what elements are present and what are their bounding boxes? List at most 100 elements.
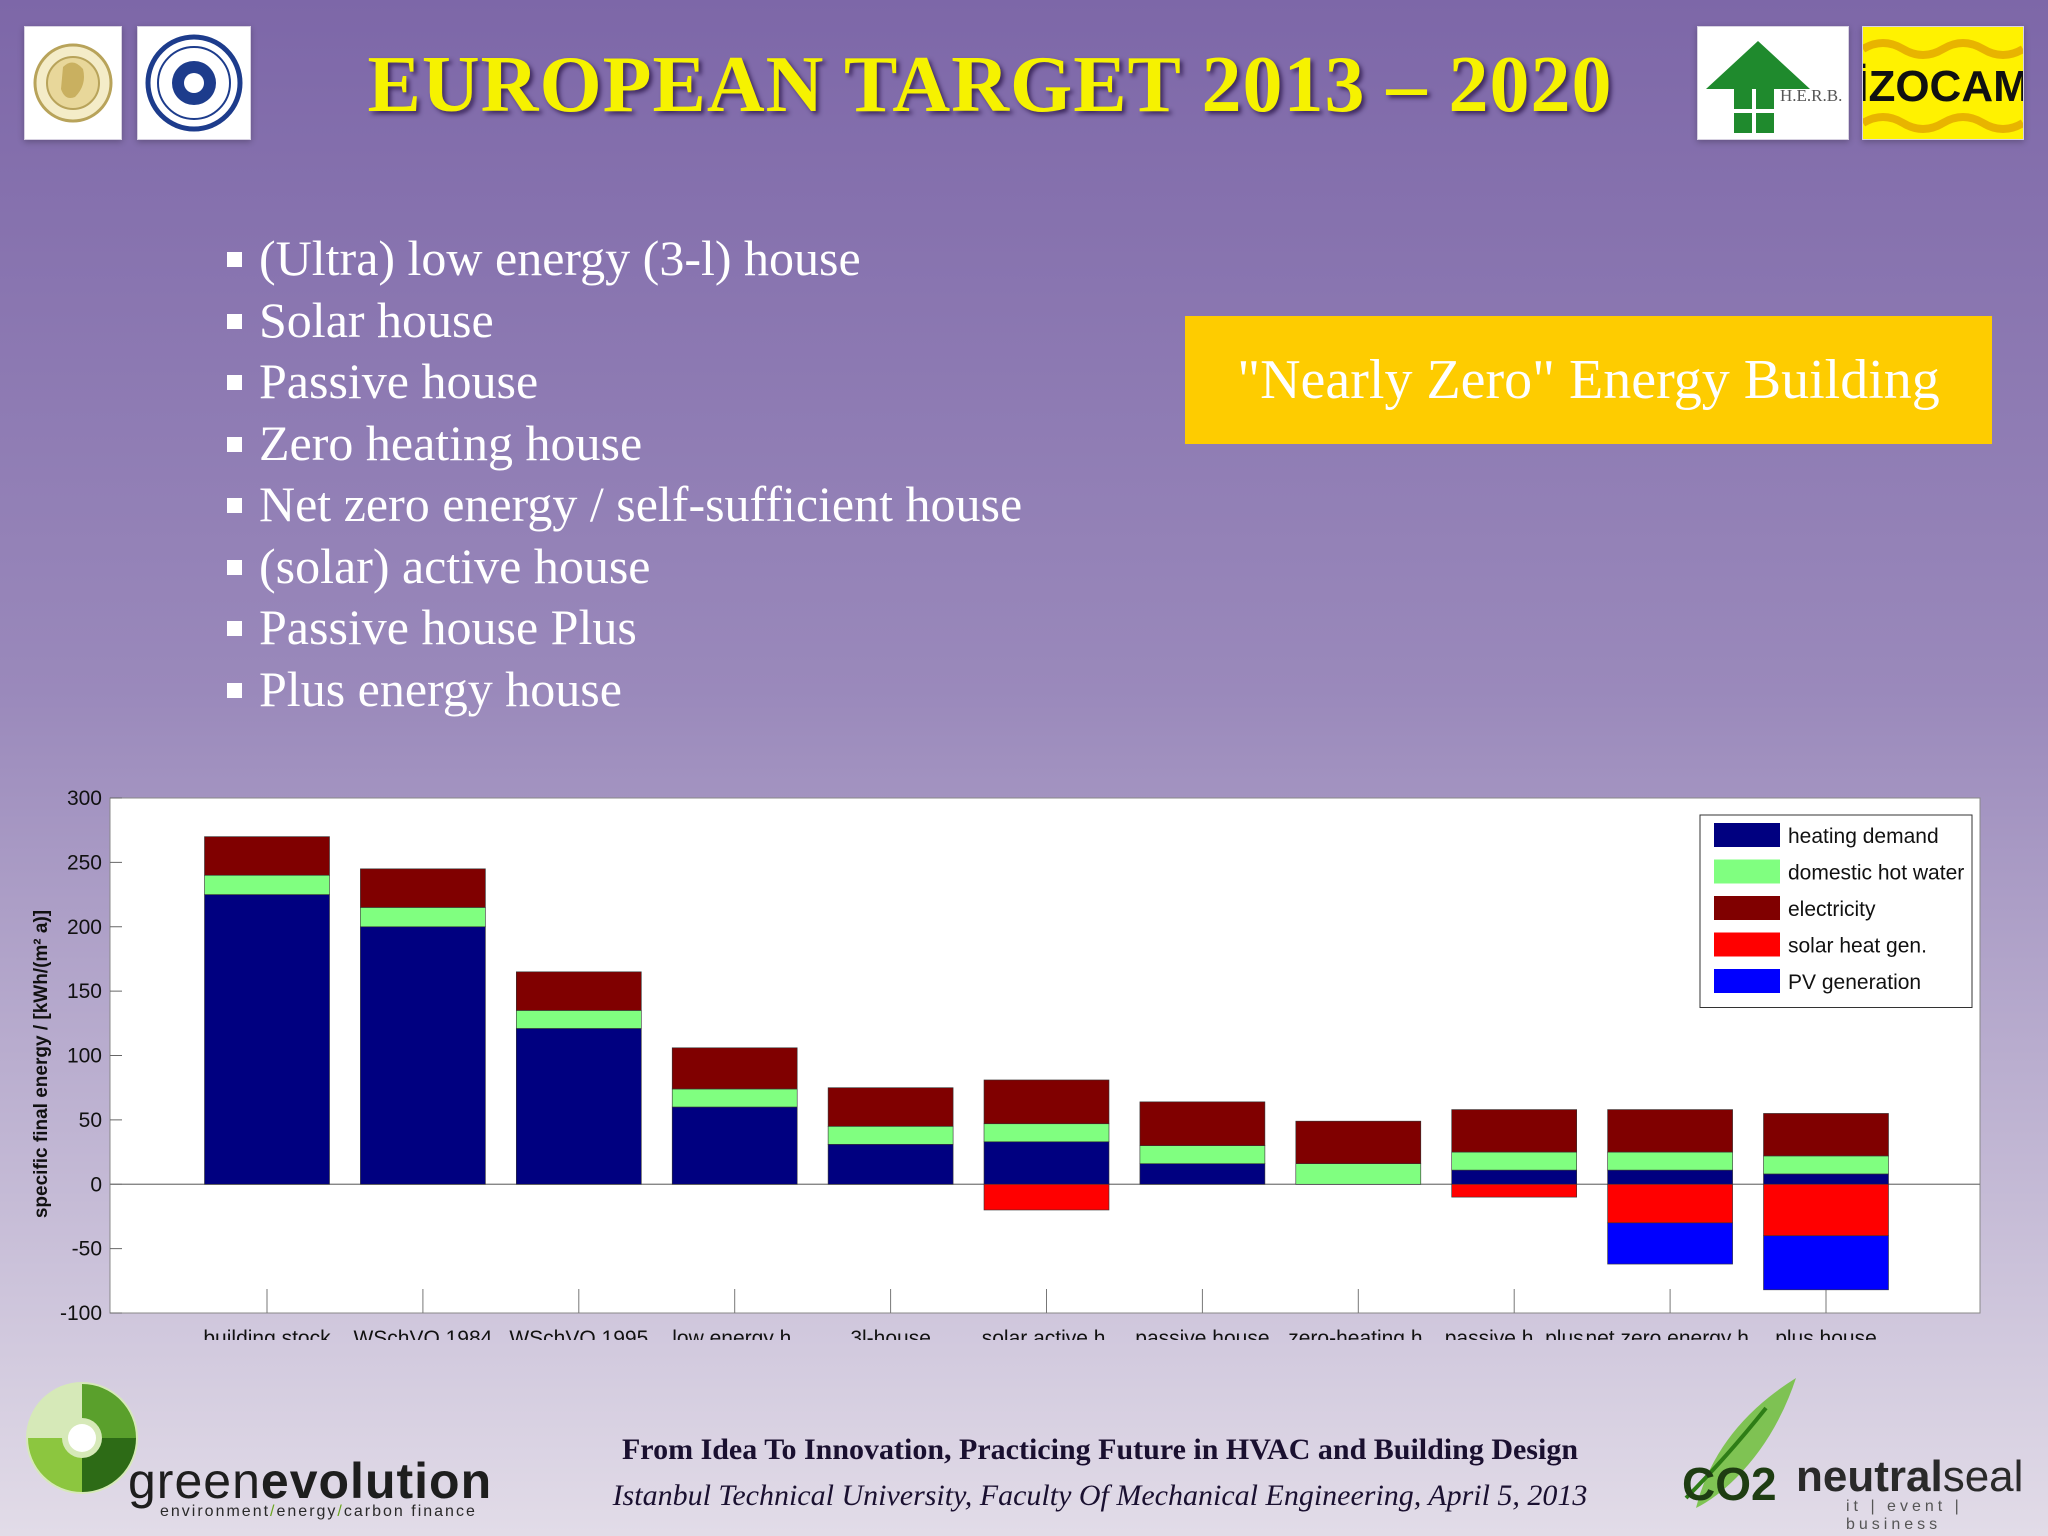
nearly-zero-energy-box: "Nearly Zero" Energy Building bbox=[1185, 316, 1992, 444]
energy-chart-svg: 300 250 200 150 100 50 0 -50 -100 building stock… bbox=[31, 787, 1981, 1340]
bar-segment bbox=[1451, 1169, 1577, 1185]
chart-x-labels: building stock WSchVO 1984 WSchVO 1995 low … bbox=[203, 1327, 1876, 1340]
bullet-item: Passive house Plus bbox=[225, 597, 1022, 659]
bar-segment bbox=[204, 894, 330, 1185]
bar-segment bbox=[204, 874, 330, 895]
energy-chart: 300 250 200 150 100 50 0 -50 -100 building stock… bbox=[0, 780, 2048, 1340]
bar-segment bbox=[1607, 1222, 1733, 1265]
footer-event-venue: Istanbul Technical University, Faculty O… bbox=[612, 1479, 1588, 1512]
bullet-square-icon bbox=[227, 436, 242, 452]
y-tick-label: 300 bbox=[67, 787, 102, 810]
bar-segment bbox=[1763, 1235, 1889, 1291]
bar-segment bbox=[1295, 1163, 1422, 1185]
x-tick-label: passive house bbox=[1135, 1327, 1269, 1340]
x-tick-label: low energy h. bbox=[672, 1327, 797, 1340]
slide-title: EUROPEAN TARGET 2013 – 2020 bbox=[367, 41, 1613, 129]
y-tick-label: 250 bbox=[67, 851, 102, 874]
bar-segment bbox=[1139, 1163, 1266, 1185]
herb-logo: H.E.R.B. bbox=[1697, 26, 1849, 140]
bar-segment bbox=[827, 1144, 954, 1185]
bullet-item: (solar) active house bbox=[225, 536, 1022, 598]
bar-segment bbox=[671, 1106, 798, 1185]
x-tick-label: building stock bbox=[203, 1327, 331, 1340]
bullet-list: (Ultra) low energy (3-l) house Solar hou… bbox=[225, 228, 1022, 720]
bar-segment bbox=[827, 1087, 954, 1127]
bar-segment bbox=[1763, 1173, 1889, 1185]
bar-segment bbox=[1763, 1113, 1889, 1157]
y-tick-label: -100 bbox=[60, 1302, 102, 1325]
bullet-item: (Ultra) low energy (3-l) house bbox=[225, 228, 1022, 290]
legend-swatch bbox=[1714, 969, 1780, 993]
legend-swatch bbox=[1714, 932, 1780, 957]
y-tick-label: -50 bbox=[72, 1238, 102, 1261]
legend-entry: heating demand bbox=[1788, 825, 1939, 848]
bullet-square-icon bbox=[227, 498, 242, 513]
bullet-item: Net zero energy / self-sufficient house bbox=[225, 474, 1022, 536]
bullet-item: Plus energy house bbox=[225, 659, 1022, 721]
legend-entry: electricity bbox=[1788, 898, 1876, 921]
co2-leaf-icon: CO2 bbox=[1682, 1378, 1796, 1510]
bar-segment bbox=[1139, 1145, 1266, 1164]
bar-segment bbox=[983, 1123, 1110, 1143]
y-tick-label: 0 bbox=[90, 1173, 102, 1196]
y-tick-label: 50 bbox=[79, 1109, 102, 1132]
x-tick-label: WSchVO 1995 bbox=[509, 1327, 648, 1340]
bar-segment bbox=[1451, 1109, 1577, 1153]
bar-segment bbox=[1451, 1151, 1577, 1171]
bullet-square-icon bbox=[227, 313, 242, 329]
bullet-square-icon bbox=[227, 375, 242, 390]
bar-segment bbox=[983, 1183, 1110, 1211]
izocam-logo-text: İZOCAM bbox=[1863, 62, 2023, 111]
x-tick-label: passive h. plus bbox=[1445, 1327, 1584, 1340]
bar-segment bbox=[1295, 1120, 1422, 1164]
y-tick-label: 150 bbox=[67, 980, 102, 1003]
bullet-square-icon bbox=[227, 252, 242, 267]
x-tick-label: plus house bbox=[1775, 1327, 1877, 1340]
bar-segment bbox=[515, 971, 642, 1011]
legend-swatch bbox=[1714, 896, 1780, 920]
bar-segment bbox=[360, 926, 486, 1185]
x-tick-label: WSchVO 1984 bbox=[353, 1327, 492, 1340]
x-tick-label: solar active h. bbox=[982, 1327, 1112, 1340]
bar-segment bbox=[1607, 1169, 1733, 1185]
bar-segment bbox=[1763, 1183, 1889, 1237]
bar-segment bbox=[1763, 1155, 1889, 1175]
bullet-item: Passive house bbox=[225, 351, 1022, 413]
x-tick-label: net zero energy h. bbox=[1585, 1327, 1754, 1340]
footer-event-title: From Idea To Innovation, Practicing Futu… bbox=[621, 1433, 1578, 1466]
legend-swatch bbox=[1714, 859, 1780, 884]
co2-text: CO2 bbox=[1682, 1458, 1777, 1510]
bar-segment bbox=[671, 1047, 798, 1090]
izocam-logo: İZOCAM bbox=[1856, 26, 2030, 140]
bar-segment bbox=[671, 1088, 798, 1108]
bar-segment bbox=[827, 1126, 954, 1145]
bullet-square-icon bbox=[227, 621, 242, 636]
bullet-item: Zero heating house bbox=[225, 413, 1022, 475]
legend-entry: domestic hot water bbox=[1788, 862, 1964, 885]
chart-bars bbox=[204, 836, 1889, 1291]
bar-segment bbox=[204, 836, 330, 876]
chart-legend: heating demand domestic hot water electric… bbox=[1699, 814, 1973, 1008]
itu-logo bbox=[24, 26, 122, 140]
greenevolution-swirl-icon bbox=[26, 1382, 138, 1494]
bar-segment bbox=[1451, 1183, 1577, 1198]
bar-segment bbox=[1607, 1109, 1733, 1153]
mechanical-faculty-logo bbox=[137, 26, 251, 140]
herb-logo-text: H.E.R.B. bbox=[1780, 86, 1842, 105]
bar-segment bbox=[983, 1079, 1110, 1125]
legend-entry: solar heat gen. bbox=[1788, 935, 1927, 958]
bar-segment bbox=[1139, 1101, 1266, 1146]
bar-segment bbox=[515, 1028, 642, 1185]
bar-segment bbox=[983, 1141, 1110, 1185]
y-tick-label: 200 bbox=[67, 916, 102, 939]
y-axis-label: specific final energy / [kWh/(m² a)] bbox=[31, 910, 52, 1218]
y-tick-label: 100 bbox=[67, 1045, 102, 1068]
legend-swatch bbox=[1714, 823, 1780, 847]
bar-segment bbox=[360, 868, 486, 908]
bar-segment bbox=[1607, 1151, 1733, 1171]
bullet-square-icon bbox=[227, 682, 242, 698]
x-tick-label: zero-heating h. bbox=[1288, 1327, 1428, 1340]
bar-segment bbox=[515, 1010, 642, 1029]
x-tick-label: 3l-house bbox=[850, 1327, 931, 1340]
bullet-square-icon bbox=[227, 559, 242, 575]
